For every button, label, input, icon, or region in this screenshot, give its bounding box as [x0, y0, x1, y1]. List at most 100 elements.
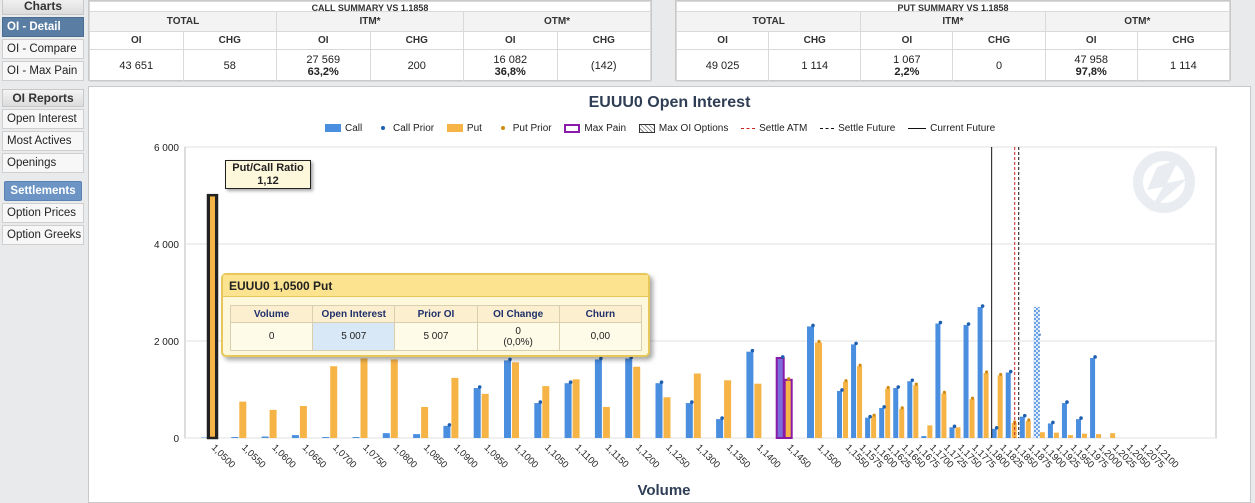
sidebar-item-oi-detail[interactable]: OI - Detail — [2, 17, 84, 37]
legend-item-max-pain[interactable]: Max Pain — [564, 123, 626, 134]
tooltip-header: Churn — [558, 305, 643, 323]
call-bar[interactable] — [1090, 357, 1096, 438]
call-bar[interactable] — [921, 436, 927, 438]
call-bar[interactable] — [473, 388, 481, 438]
call-bar[interactable] — [564, 383, 572, 438]
call-bar[interactable] — [382, 433, 390, 438]
put-bar[interactable] — [783, 378, 793, 439]
call-bar[interactable] — [504, 360, 511, 438]
put-bar[interactable] — [969, 399, 975, 438]
settlements-button[interactable]: Settlements — [4, 181, 82, 201]
call-bar[interactable] — [685, 403, 693, 438]
call-bar[interactable] — [534, 403, 542, 438]
put-bar[interactable] — [360, 358, 368, 438]
put-bar[interactable] — [572, 379, 580, 438]
call-bar[interactable] — [991, 428, 997, 438]
sidebar-item-option-prices[interactable]: Option Prices — [2, 203, 84, 223]
put-bar[interactable] — [997, 375, 1003, 438]
put-bar[interactable] — [269, 409, 277, 438]
put-bar[interactable] — [899, 408, 905, 438]
legend-item-call-prior[interactable]: Call Prior — [375, 123, 434, 134]
call-bar[interactable] — [949, 427, 955, 438]
put-bar[interactable] — [1053, 432, 1059, 438]
call-bar[interactable] — [413, 434, 421, 438]
call-bar[interactable] — [963, 324, 969, 438]
call-bar[interactable] — [231, 437, 239, 438]
call-bar[interactable] — [261, 436, 269, 438]
legend-item-put[interactable]: Put — [446, 123, 482, 134]
call-bar[interactable] — [977, 307, 983, 438]
put-bar[interactable] — [663, 397, 671, 438]
put-bar[interactable] — [941, 393, 947, 438]
put-bar[interactable] — [481, 393, 489, 438]
put-bar[interactable] — [1067, 435, 1073, 438]
call-bar[interactable] — [907, 381, 913, 438]
call-bar[interactable] — [1005, 372, 1011, 438]
put-bar[interactable] — [390, 359, 398, 438]
call-bar[interactable] — [291, 435, 299, 438]
put-bar[interactable] — [208, 194, 217, 439]
call-bar[interactable] — [594, 359, 602, 438]
call-bar[interactable] — [352, 437, 360, 438]
put-bar[interactable] — [1039, 432, 1045, 438]
call-bar[interactable] — [1076, 419, 1082, 438]
put-bar[interactable] — [512, 362, 519, 438]
call-bar[interactable] — [1061, 403, 1067, 438]
put-bar[interactable] — [1011, 422, 1017, 438]
sidebar-item-most-actives[interactable]: Most Actives — [2, 131, 84, 151]
call-bar[interactable] — [865, 417, 871, 438]
sidebar-item-oi-max-pain[interactable]: OI - Max Pain — [2, 61, 84, 81]
call-bar[interactable] — [851, 344, 857, 438]
sidebar-item-open-interest[interactable]: Open Interest — [2, 109, 84, 129]
call-bar[interactable] — [625, 358, 633, 438]
put-bar[interactable] — [913, 385, 919, 438]
put-bar[interactable] — [885, 388, 891, 438]
legend-item-settle-future[interactable]: Settle Future — [820, 123, 895, 134]
put-bar[interactable] — [421, 406, 429, 438]
put-bar[interactable] — [843, 381, 848, 438]
put-bar[interactable] — [857, 366, 863, 438]
put-bar[interactable] — [1096, 434, 1102, 438]
call-bar[interactable] — [893, 388, 899, 438]
call-bar[interactable] — [746, 351, 754, 438]
call-bar[interactable] — [837, 390, 842, 438]
call-bar[interactable] — [775, 356, 785, 440]
put-bar[interactable] — [542, 386, 550, 438]
put-bar[interactable] — [299, 405, 307, 438]
put-bar[interactable] — [871, 416, 877, 438]
sidebar-item-option-greeks[interactable]: Option Greeks — [2, 225, 84, 245]
legend-item-put-prior[interactable]: Put Prior — [495, 123, 552, 134]
legend-item-current-future[interactable]: Current Future — [908, 123, 995, 134]
put-bar[interactable] — [927, 425, 933, 438]
call-bar[interactable] — [879, 407, 885, 438]
sidebar-item-openings[interactable]: Openings — [2, 153, 84, 173]
put-bar[interactable] — [330, 366, 338, 438]
sidebar-item-oi-compare[interactable]: OI - Compare — [2, 39, 84, 59]
put-bar[interactable] — [693, 373, 701, 438]
call-bar[interactable] — [1047, 423, 1053, 438]
put-bar[interactable] — [451, 377, 459, 438]
put-bar[interactable] — [633, 366, 641, 438]
put-bar[interactable] — [955, 427, 961, 438]
put-bar[interactable] — [754, 383, 762, 438]
call-bar[interactable] — [807, 326, 814, 438]
call-bar[interactable] — [716, 419, 724, 438]
call-bar[interactable] — [1019, 416, 1025, 438]
call-bar[interactable] — [655, 383, 663, 438]
legend-item-max-oi-options[interactable]: Max OI Options — [638, 123, 728, 134]
put-bar[interactable] — [815, 342, 822, 438]
legend-item-settle-atm[interactable]: Settle ATM — [741, 123, 807, 134]
put-bar[interactable] — [724, 380, 732, 438]
put-bar[interactable] — [983, 373, 989, 438]
put-bar[interactable] — [239, 401, 247, 438]
put-bar[interactable] — [1082, 433, 1088, 438]
put-bar[interactable] — [1110, 433, 1116, 438]
max-oi-call-bar[interactable] — [1033, 307, 1040, 438]
call-bar[interactable] — [443, 425, 451, 438]
call-bar[interactable] — [322, 437, 330, 438]
legend-item-call[interactable]: Call — [325, 123, 362, 134]
put-bar[interactable] — [1025, 421, 1031, 438]
call-bar[interactable] — [935, 323, 941, 438]
put-bar[interactable] — [602, 406, 610, 438]
call-otm-cell: 16 082 36,8% — [463, 49, 558, 82]
